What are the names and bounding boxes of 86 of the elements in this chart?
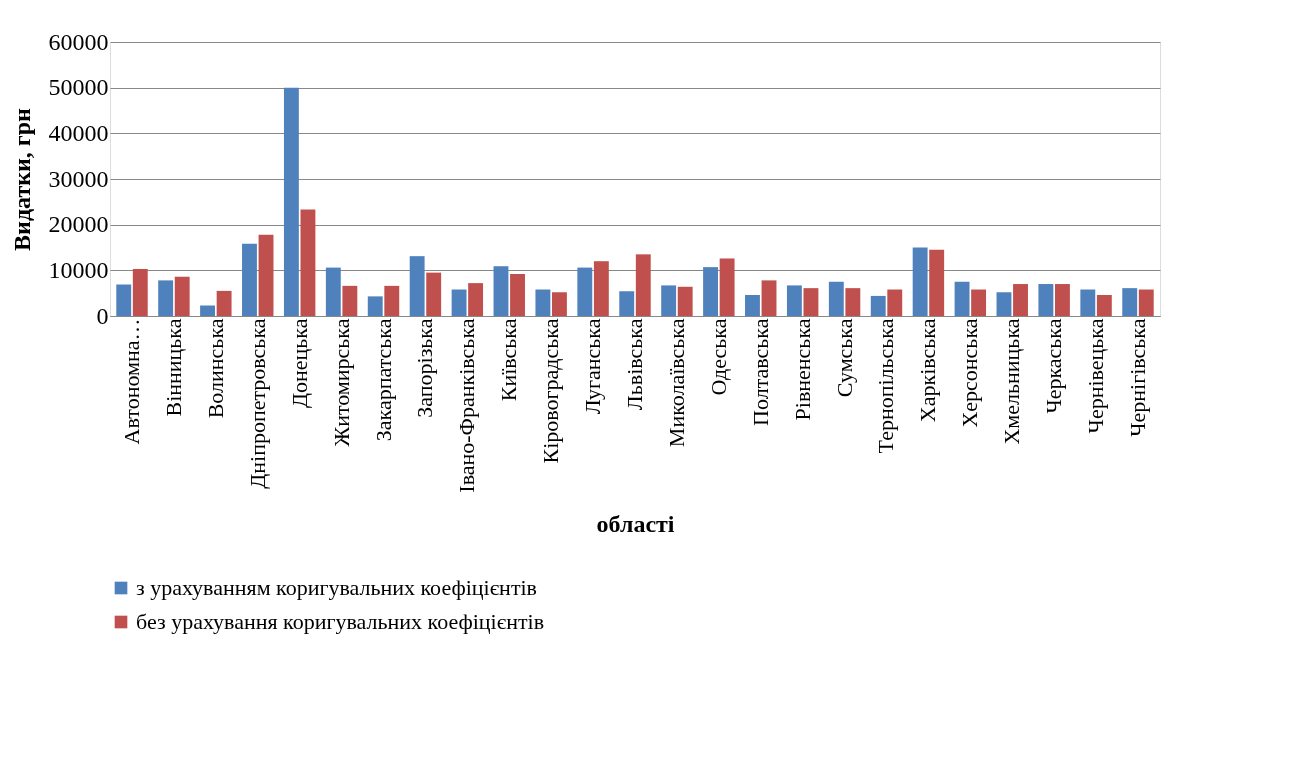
x-tick-label: Рівненська xyxy=(789,318,815,421)
x-tick-label: Хмельницька xyxy=(999,318,1025,445)
legend-label: з урахуванням коригувальних коефіцієнтів xyxy=(136,575,538,600)
x-tick-label: Львівська xyxy=(622,318,647,411)
legend-label: без урахування коригувальних коефіцієнтів xyxy=(136,609,545,634)
bar xyxy=(216,290,232,316)
x-tick-label: Вінницька xyxy=(160,318,186,417)
bar xyxy=(258,234,274,316)
y-tick-label: 40000 xyxy=(48,119,109,146)
bar xyxy=(1013,284,1028,316)
bar xyxy=(593,261,609,316)
bar xyxy=(745,294,760,316)
y-tick-label: 20000 xyxy=(48,211,109,238)
x-tick-label: Кіровоградська xyxy=(538,318,564,464)
bar xyxy=(929,249,945,316)
x-tick-label: Закарпатська xyxy=(370,318,396,442)
bar xyxy=(342,285,358,316)
bar xyxy=(887,289,903,316)
bar xyxy=(1122,288,1138,316)
y-tick-label: 10000 xyxy=(48,256,109,283)
x-tick-label: Івано-Франківська xyxy=(454,318,480,493)
bar xyxy=(451,289,467,316)
bar xyxy=(409,256,425,316)
bar xyxy=(1080,289,1096,316)
x-axis-title: області xyxy=(596,510,675,537)
x-tick-label: Дніпропетровська xyxy=(244,318,270,489)
bar xyxy=(677,286,693,316)
y-tick-label: 50000 xyxy=(48,74,109,101)
bar xyxy=(1054,284,1070,316)
bar xyxy=(132,268,148,316)
bar xyxy=(535,289,551,316)
x-tick-label: Одеська xyxy=(705,318,731,396)
bar xyxy=(971,289,987,316)
x-tick-label: Харківська xyxy=(915,318,941,423)
bar xyxy=(577,267,593,316)
bar xyxy=(367,296,383,316)
y-tick-label: 60000 xyxy=(48,28,109,55)
bar xyxy=(158,280,174,316)
x-tick-label: Херсонська xyxy=(957,318,983,428)
bar xyxy=(1138,289,1154,316)
bar xyxy=(242,243,257,316)
bar xyxy=(200,305,216,316)
x-tick-label: Черкаська xyxy=(1041,318,1067,414)
bar xyxy=(1038,284,1054,316)
bar xyxy=(426,272,442,316)
x-tick-label: Миколаївська xyxy=(663,318,689,448)
bar xyxy=(1096,294,1112,316)
bar xyxy=(828,281,844,316)
bar xyxy=(325,267,341,316)
bar xyxy=(954,281,970,316)
bar xyxy=(619,291,635,316)
x-tick-label: Запорізька xyxy=(412,318,438,418)
x-tick-label: Чернігівська xyxy=(1124,318,1150,437)
x-tick-label: Донецька xyxy=(286,318,312,408)
bar xyxy=(116,284,132,316)
x-tick-label: Київська xyxy=(496,318,522,402)
bar xyxy=(661,285,677,316)
bar xyxy=(384,285,400,316)
x-tick-label: Чернівецька xyxy=(1083,318,1109,434)
bar xyxy=(174,276,190,316)
bar xyxy=(551,292,567,316)
bar xyxy=(635,254,651,316)
bar xyxy=(845,288,861,316)
bar xyxy=(803,288,819,316)
x-tick-label: Волинська xyxy=(202,318,228,419)
y-axis-title: Видатки, грн xyxy=(8,107,35,251)
bar xyxy=(510,273,525,316)
bar xyxy=(996,292,1012,316)
x-tick-label: Полтавська xyxy=(747,318,773,426)
bar xyxy=(493,266,509,316)
bar xyxy=(283,87,299,316)
x-tick-label: Луганська xyxy=(580,318,606,415)
bar xyxy=(703,267,719,316)
bar xyxy=(912,247,928,316)
bar xyxy=(870,295,886,316)
x-tick-label: Тернопільська xyxy=(873,318,899,454)
bar xyxy=(468,283,484,316)
bar xyxy=(786,285,802,316)
bar xyxy=(719,258,735,316)
x-tick-label: Автономна… xyxy=(119,318,145,445)
bar xyxy=(761,280,777,316)
x-tick-label: Житомирська xyxy=(328,318,354,447)
bar xyxy=(300,209,316,316)
y-tick-label: 30000 xyxy=(48,165,109,192)
x-tick-label: Сумська xyxy=(831,318,857,398)
y-tick-label: 0 xyxy=(96,302,109,329)
